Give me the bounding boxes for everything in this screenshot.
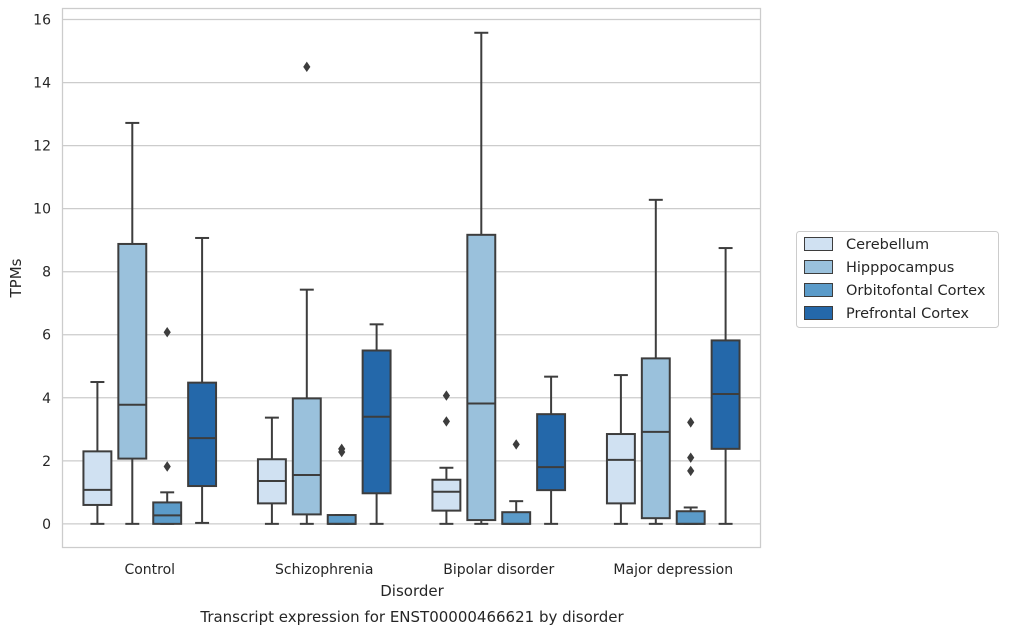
y-tick-label: 12	[33, 139, 51, 155]
legend-swatch	[804, 260, 833, 274]
iqr-box	[326, 514, 357, 525]
box-2-1	[326, 443, 357, 525]
y-tick-label: 6	[42, 328, 51, 344]
iqr-box	[117, 242, 148, 460]
box-3-1	[361, 323, 392, 525]
y-tick-label: 10	[33, 202, 51, 218]
box-3-3	[710, 247, 741, 525]
outlier-point	[687, 417, 695, 428]
box-1-0	[117, 121, 148, 525]
legend-swatch	[804, 306, 833, 320]
box-0-2	[431, 390, 462, 525]
iqr-box	[536, 413, 567, 492]
iqr-box	[431, 478, 462, 512]
x-tick-labels: Control Schizophrenia Bipolar disorder Majo…	[124, 562, 733, 578]
box-3-0	[187, 236, 218, 524]
y-axis-label: TPMs	[7, 258, 25, 298]
box-0-0	[82, 381, 113, 525]
legend-label: Hipppocampus	[846, 260, 954, 276]
outlier-point	[163, 327, 171, 338]
y-tick-label: 4	[42, 391, 51, 407]
x-tick-label: Control	[124, 562, 175, 578]
box-2-3	[675, 417, 706, 525]
outlier-point	[163, 461, 171, 472]
box-3-2	[536, 375, 567, 525]
x-tick-label: Schizophrenia	[275, 562, 373, 578]
outlier-point	[512, 439, 520, 450]
y-tick-label: 2	[42, 454, 51, 470]
x-tick-label: Bipolar disorder	[443, 562, 554, 578]
legend-label: Cerebellum	[846, 237, 929, 253]
iqr-box	[501, 511, 532, 525]
plot-frame	[61, 7, 762, 549]
legend-label: Prefrontal Cortex	[846, 306, 969, 322]
outlier-point	[442, 390, 450, 401]
y-tick-label: 8	[42, 265, 51, 281]
y-tick-label: 14	[33, 76, 51, 92]
box-1-3	[640, 198, 671, 525]
x-axis-label: Disorder	[380, 582, 444, 600]
iqr-box	[466, 233, 497, 522]
y-tick-labels: 0 2 4 6 8 10 12 14 16	[33, 13, 51, 533]
box-1-2	[466, 31, 497, 525]
outlier-point	[338, 443, 346, 455]
chart-caption: Transcript expression for ENST0000046662…	[199, 608, 624, 626]
iqr-box	[605, 433, 636, 505]
legend-label: Orbitofontal Cortex	[846, 283, 986, 299]
iqr-box	[152, 501, 183, 525]
iqr-box	[675, 510, 706, 525]
box-0-3	[605, 374, 636, 525]
iqr-box	[187, 381, 218, 488]
legend: Cerebellum Hipppocampus Orbitofontal Corte…	[796, 231, 999, 328]
legend-frame	[796, 231, 999, 328]
box-2-2	[501, 439, 532, 525]
y-tick-label: 0	[42, 517, 51, 533]
iqr-box	[640, 357, 671, 520]
iqr-box	[291, 397, 322, 516]
box-1-1	[291, 61, 322, 525]
box-0-1	[256, 416, 287, 525]
legend-swatch	[804, 283, 833, 297]
outlier-point	[442, 416, 450, 427]
iqr-box	[361, 349, 392, 495]
box-layer	[82, 31, 741, 525]
outlier-point	[687, 465, 695, 477]
legend-swatch	[804, 237, 833, 251]
iqr-box	[82, 450, 113, 506]
box-2-0	[152, 327, 183, 525]
x-tick-label: Major depression	[613, 562, 733, 578]
y-tick-label: 16	[33, 13, 51, 29]
outlier-point	[687, 452, 695, 463]
outlier-point	[303, 61, 311, 73]
